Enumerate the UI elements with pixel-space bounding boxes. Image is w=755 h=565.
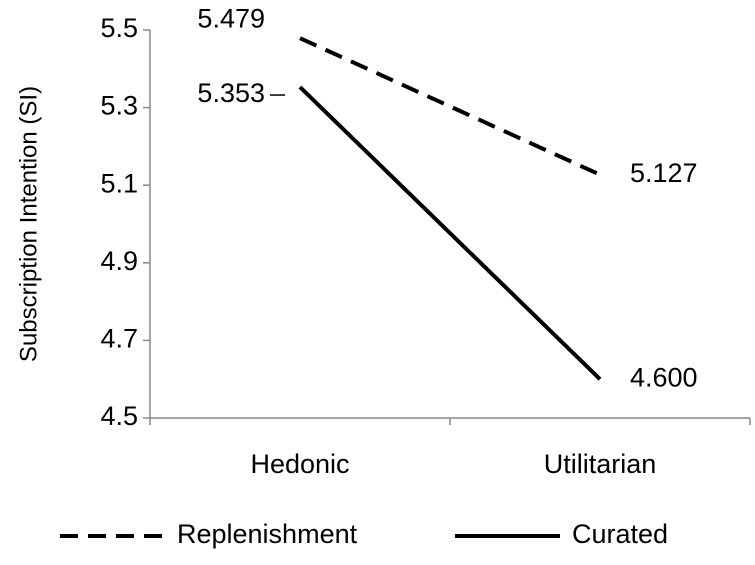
data-label: 4.600	[630, 362, 698, 392]
y-tick-label: 5.5	[100, 13, 138, 43]
x-tick-label: Utilitarian	[544, 449, 657, 479]
y-tick-label: 4.9	[100, 246, 138, 276]
data-label: 5.353	[197, 78, 265, 108]
y-tick-label: 4.7	[100, 324, 138, 354]
data-label: 5.127	[630, 158, 698, 188]
y-tick-label: 5.3	[100, 91, 138, 121]
y-tick-label: 4.5	[100, 401, 138, 431]
series-line	[298, 85, 602, 381]
y-axis-label: Subscription Intention (SI)	[15, 86, 42, 362]
x-tick-label: Hedonic	[250, 449, 349, 479]
series-line	[299, 36, 601, 177]
legend-label: Curated	[572, 519, 668, 549]
data-label: 5.479	[197, 3, 265, 33]
legend-label: Replenishment	[177, 519, 358, 549]
y-tick-label: 5.1	[100, 168, 138, 198]
